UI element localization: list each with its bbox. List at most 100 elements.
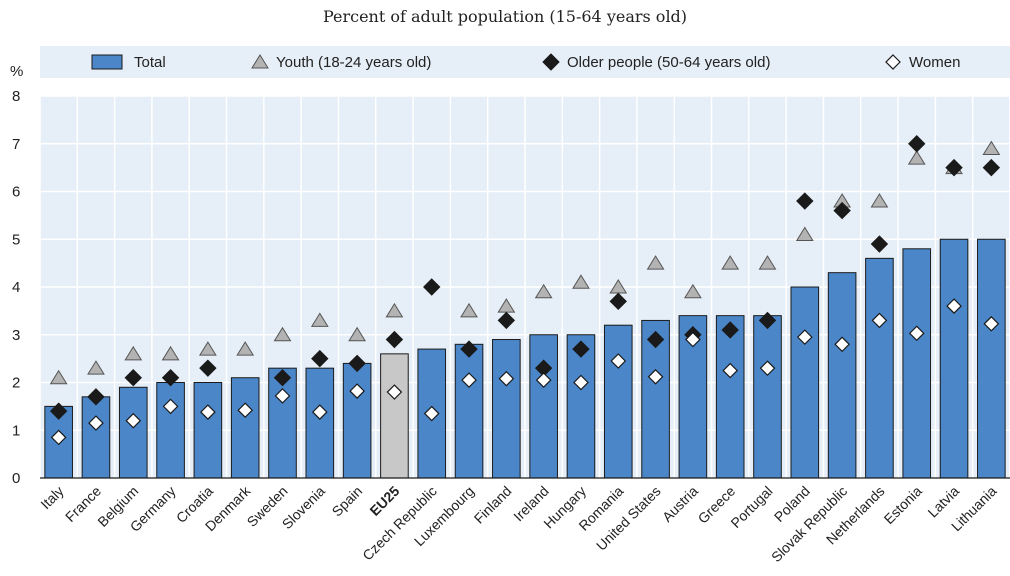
y-tick-label: 3	[12, 327, 20, 344]
y-tick-label: 1	[12, 422, 20, 439]
older-people-marker	[87, 388, 105, 406]
bar	[715, 315, 745, 479]
x-tick-label: Austria	[659, 483, 701, 525]
women-marker	[423, 405, 440, 422]
youth-marker	[161, 345, 180, 361]
legend-swatch-open-diamond	[885, 54, 901, 70]
bar	[492, 339, 521, 479]
bar	[977, 238, 1006, 479]
older-people-marker	[609, 292, 627, 311]
women-marker	[200, 404, 216, 420]
youth-marker	[758, 255, 777, 270]
women-marker	[535, 372, 552, 388]
women-marker	[386, 384, 403, 400]
women-marker	[88, 415, 104, 431]
older-people-marker	[572, 340, 590, 358]
older-people-marker	[833, 201, 851, 220]
women-marker	[237, 402, 254, 419]
women-marker	[461, 372, 477, 388]
women-marker	[498, 370, 515, 387]
older-people-marker	[646, 330, 665, 349]
bar	[380, 353, 409, 479]
women-marker	[722, 362, 739, 379]
bar	[865, 257, 894, 479]
older-people-marker	[199, 359, 217, 377]
youth-marker	[683, 283, 702, 299]
older-people-marker	[982, 158, 1001, 177]
legend-label: Total	[134, 54, 166, 71]
older-people-marker	[423, 278, 441, 296]
bar	[193, 382, 223, 479]
bar	[566, 334, 596, 479]
y-tick-label: 7	[12, 136, 20, 153]
women-marker	[274, 388, 291, 404]
youth-marker	[721, 255, 740, 270]
women-marker	[647, 368, 664, 385]
youth-marker	[198, 341, 217, 356]
legend-label: Women	[909, 54, 960, 71]
youth-marker	[534, 283, 553, 299]
youth-marker	[907, 150, 926, 165]
bar	[230, 377, 260, 479]
older-people-marker	[161, 369, 180, 387]
women-marker	[685, 331, 701, 348]
y-tick-label: 8	[12, 88, 20, 105]
women-marker	[759, 360, 776, 377]
bar	[118, 386, 148, 479]
youth-marker	[460, 302, 478, 318]
youth-marker	[49, 369, 68, 385]
bar	[156, 382, 185, 479]
women-marker	[834, 336, 850, 353]
x-tick-label: Spain	[329, 483, 366, 520]
legend-swatch-bar	[91, 54, 123, 70]
x-tick-label: Portugal	[727, 483, 775, 531]
youth-marker	[310, 312, 329, 327]
women-marker	[162, 398, 179, 415]
older-people-marker	[460, 340, 478, 358]
y-axis-unit: %	[10, 63, 23, 80]
bar	[529, 334, 558, 479]
legend: Total Youth (18-24 years old) Older people…	[40, 46, 1010, 78]
chart-subtitle: Percent of adult population (15-64 years…	[323, 7, 687, 26]
older-people-marker	[497, 311, 516, 330]
x-tick-label: Finland	[471, 483, 515, 527]
youth-marker	[273, 326, 292, 342]
y-tick-label: 5	[12, 231, 20, 248]
x-tick-label: Estonia	[881, 483, 925, 527]
older-people-marker	[908, 135, 926, 153]
women-marker	[871, 312, 888, 329]
women-marker	[796, 329, 813, 345]
legend-swatch-diamond	[542, 53, 560, 71]
youth-marker	[795, 226, 814, 241]
older-people-marker	[870, 235, 889, 253]
y-tick-label: 0	[12, 470, 20, 487]
bar	[939, 238, 969, 479]
youth-marker	[348, 326, 367, 342]
older-people-marker	[758, 311, 777, 330]
bar	[305, 367, 335, 479]
youth-marker	[87, 360, 105, 375]
bar	[603, 324, 633, 479]
older-people-marker	[311, 349, 329, 368]
youth-marker	[870, 193, 889, 208]
y-tick-label: 2	[12, 375, 20, 392]
bar	[790, 286, 820, 479]
older-people-marker	[348, 354, 366, 373]
women-marker	[50, 429, 67, 446]
bar	[753, 315, 782, 479]
women-marker	[349, 383, 365, 399]
youth-marker	[646, 255, 665, 270]
youth-marker	[236, 341, 255, 356]
youth-marker	[385, 302, 404, 318]
youth-marker	[982, 140, 1001, 156]
women-marker	[946, 298, 962, 314]
plot-area: 012345678ItalyFranceBelgiumGermanyCroati…	[12, 88, 1010, 565]
bar	[827, 272, 857, 479]
women-marker	[908, 325, 925, 342]
youth-marker	[124, 345, 143, 361]
older-people-marker	[945, 158, 963, 177]
bar	[342, 362, 372, 479]
y-tick-label: 6	[12, 184, 20, 201]
legend-label: Older people (50-64 years old)	[567, 54, 770, 71]
